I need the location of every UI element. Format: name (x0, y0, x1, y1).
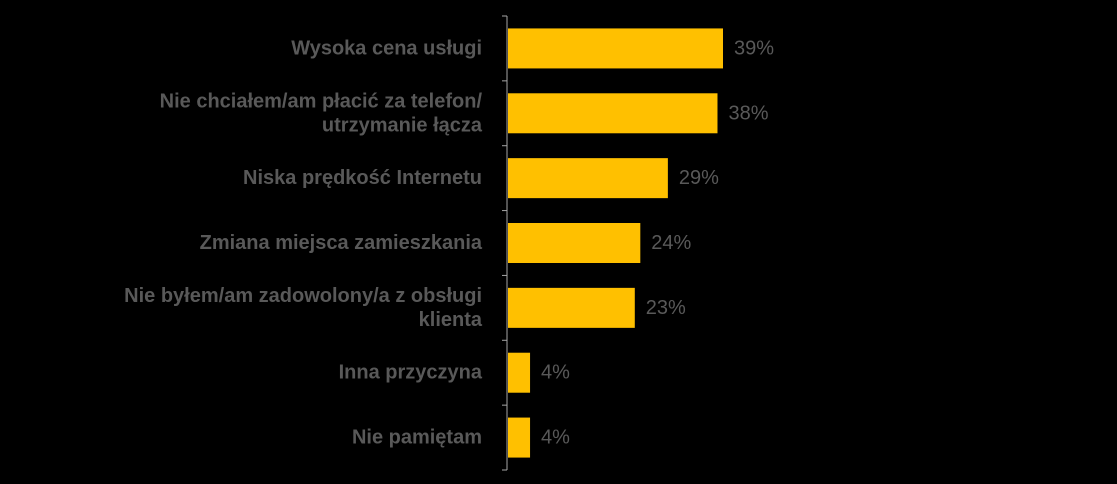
bar-3 (508, 223, 641, 263)
category-labels-group: Wysoka cena usługi Nie chciałem/am płacić… (124, 37, 483, 448)
bar-6 (508, 417, 531, 458)
value-label-3: 24% (651, 232, 691, 254)
category-label-1-line-0: Nie chciałem/am płacić za telefon/ (160, 90, 483, 112)
value-label-0: 39% (734, 37, 774, 59)
category-label-2-line-0: Niska prędkość Internetu (243, 167, 482, 189)
bar-4 (508, 287, 635, 328)
category-label-3-line-0: Zmiana miejsca zamieszkania (200, 232, 483, 254)
value-label-4: 23% (646, 297, 686, 319)
bar-5 (508, 352, 531, 393)
category-label-4-line-0: Nie byłem/am zadowolony/a z obsługi (124, 285, 482, 307)
bar-1 (508, 93, 718, 134)
bar-0 (508, 28, 723, 69)
category-label-1: Nie chciałem/am płacić za telefon/utrzym… (160, 90, 483, 136)
category-label-4-line-1: klienta (419, 309, 483, 331)
category-label-4: Nie byłem/am zadowolony/a z obsługi klien… (124, 285, 483, 331)
category-label-5: Inna przyczyna (339, 362, 483, 384)
category-label-6: Nie pamiętam (352, 427, 482, 449)
bars-group (508, 28, 723, 458)
value-label-5: 4% (541, 362, 570, 384)
value-labels-group: 39% 38% 29% 24% 23% 4% 4% (541, 37, 774, 448)
bar-2 (508, 158, 668, 199)
value-label-6: 4% (541, 427, 570, 449)
category-label-0: Wysoka cena usługi (291, 37, 482, 59)
value-label-1: 38% (728, 102, 768, 124)
category-label-5-line-0: Inna przyczyna (339, 362, 483, 384)
category-label-1-line-1: utrzymanie łącza (322, 114, 483, 136)
category-label-6-line-0: Nie pamiętam (352, 427, 482, 449)
category-label-2: Niska prędkość Internetu (243, 167, 482, 189)
category-label-3: Zmiana miejsca zamieszkania (200, 232, 483, 254)
value-label-2: 29% (679, 167, 719, 189)
category-label-0-line-0: Wysoka cena usługi (291, 37, 482, 59)
